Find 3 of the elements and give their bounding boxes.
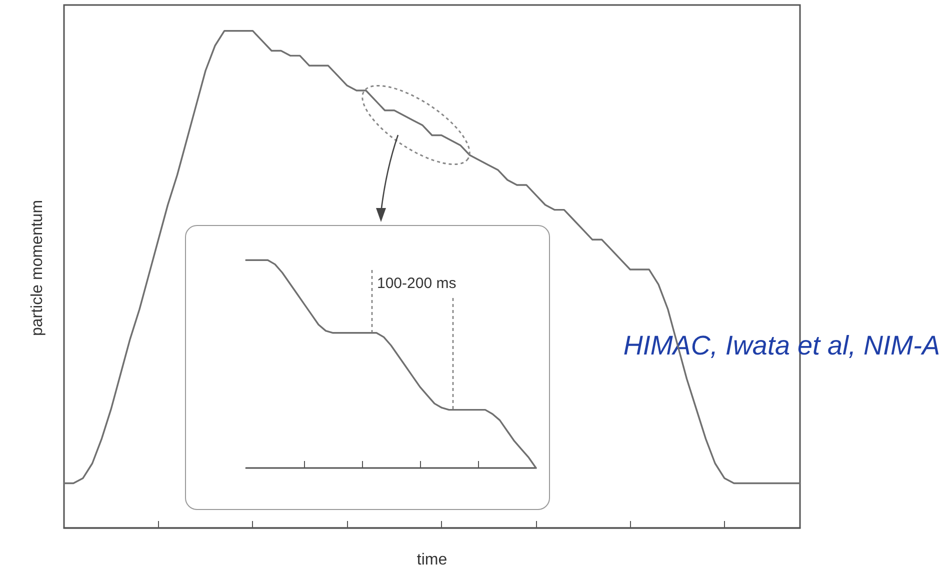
x-axis-title: time — [416, 552, 448, 568]
annotation: 100-200 ms — [377, 275, 456, 292]
y-axis-title: particle momentum — [29, 200, 47, 336]
